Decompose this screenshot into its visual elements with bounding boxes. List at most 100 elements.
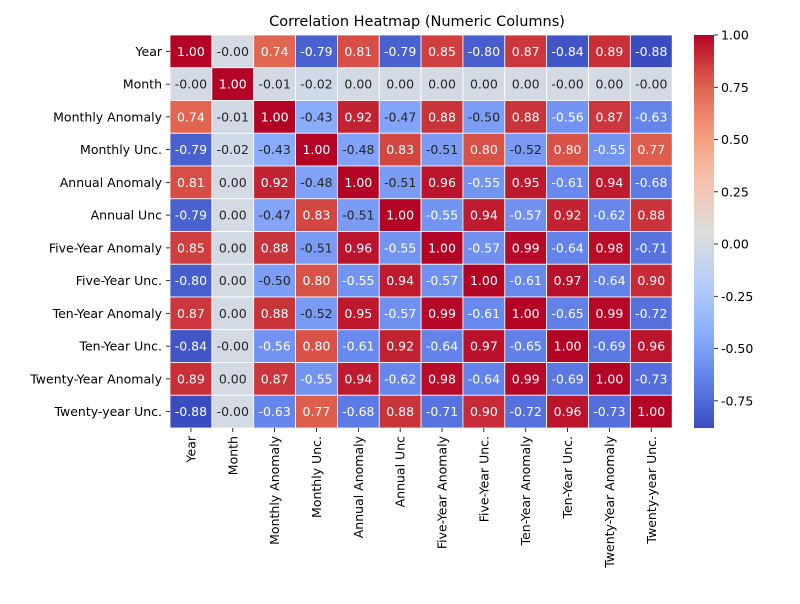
heatmap-cell [629, 362, 673, 396]
heatmap-cell [588, 329, 631, 363]
heatmap-cell [588, 394, 631, 429]
cell-value-label: -0.51 [384, 175, 416, 190]
cell-value-label: -0.80 [468, 44, 500, 59]
heatmap-cell [378, 34, 422, 69]
heatmap-cell [253, 165, 296, 200]
cell-value-label: -0.65 [510, 339, 542, 354]
cell-value-label: 1.00 [303, 142, 331, 157]
cell-value-label: 0.80 [554, 142, 582, 157]
cell-value-label: -0.51 [426, 142, 458, 157]
heatmap-cell [588, 362, 631, 396]
colorbar-tick-label: -0.25 [721, 289, 753, 304]
cell-value-label: 0.94 [470, 208, 498, 223]
heatmap-cell [253, 100, 296, 134]
cell-value-label: 1.00 [177, 44, 205, 59]
cell-value-label: -0.55 [593, 142, 625, 157]
cell-value-label: -0.55 [426, 208, 458, 223]
cell-value-label: 0.77 [303, 404, 331, 419]
cell-value-label: 0.96 [428, 175, 456, 190]
cell-value-label: -0.00 [217, 339, 249, 354]
heatmap-cell [295, 296, 338, 331]
cell-value-label: 0.85 [428, 44, 456, 59]
cell-value-label: -0.50 [468, 109, 500, 124]
column-tick-label: Year [183, 435, 198, 463]
cell-value-label: 0.88 [386, 404, 414, 419]
heatmap-cell [420, 132, 464, 167]
cell-value-label: 0.87 [177, 306, 205, 321]
cell-value-label: -0.55 [300, 371, 332, 386]
cell-value-label: -0.52 [510, 142, 542, 157]
cell-value-label: -0.72 [510, 404, 542, 419]
cell-value-label: 0.88 [261, 240, 289, 255]
cell-value-label: -0.50 [258, 273, 290, 288]
cell-value-label: 0.99 [512, 371, 540, 386]
cell-value-label: 0.98 [595, 240, 623, 255]
heatmap-cell [336, 165, 380, 200]
heatmap-cell [378, 132, 422, 167]
column-tick-label: Ten-Year Unc. [560, 436, 575, 520]
cell-value-label: -0.79 [175, 142, 207, 157]
heatmap-cell [629, 296, 673, 331]
cell-value-label: -0.43 [300, 109, 332, 124]
cell-value-label: 1.00 [261, 109, 289, 124]
heatmap-cell [462, 198, 506, 232]
cell-value-label: 0.77 [637, 142, 665, 157]
cell-value-label: -0.88 [635, 44, 667, 59]
cell-value-label: 0.89 [595, 44, 623, 59]
cell-value-label: -0.57 [426, 273, 458, 288]
heatmap-cell [253, 263, 296, 298]
heatmap-cell [211, 67, 255, 101]
heatmap-cell [420, 67, 464, 101]
cell-value-label: 0.80 [303, 339, 331, 354]
heatmap-cell-labels: 1.00 -0.00 0.74 -0.79 0.81 -0.79 0.85 -0.80 0.87… [175, 44, 668, 419]
cell-value-label: -0.00 [551, 77, 583, 92]
cell-value-label: -0.00 [217, 404, 249, 419]
heatmap-cell [211, 362, 255, 396]
heatmap-cell [336, 231, 380, 265]
colorbar-tick-label: 0.75 [721, 80, 749, 95]
heatmap-cell [378, 165, 422, 200]
row-tick-label: Month [123, 77, 162, 92]
column-tick-label: Monthly Unc. [309, 436, 324, 518]
heatmap-cell [462, 34, 506, 69]
cell-value-label: -0.79 [175, 208, 207, 223]
heatmap-cell [588, 165, 631, 200]
heatmap-cell [295, 100, 338, 134]
cell-value-label: 0.80 [470, 142, 498, 157]
cell-value-label: 1.00 [344, 175, 372, 190]
cell-value-label: 0.99 [595, 306, 623, 321]
row-tick-label: Ten-Year Unc. [78, 339, 162, 354]
cell-value-label: -0.63 [635, 109, 667, 124]
cell-value-label: 0.99 [428, 306, 456, 321]
cell-value-label: -0.64 [551, 240, 583, 255]
cell-value-label: -0.79 [300, 44, 332, 59]
row-tick-label: Monthly Anomaly [53, 109, 162, 124]
cell-value-label: 0.92 [386, 339, 414, 354]
column-tick-label: Twenty-year Unc. [644, 436, 659, 545]
heatmap-cell [378, 231, 422, 265]
heatmap-cell [336, 263, 380, 298]
heatmap-cell [588, 67, 631, 101]
cell-value-label: 0.00 [595, 77, 623, 92]
heatmap-cell [295, 132, 338, 167]
row-tick-labels: Year Month Monthly Anomaly Monthly Unc. Annu… [29, 44, 170, 419]
cell-value-label: 1.00 [637, 404, 665, 419]
heatmap-cell [169, 132, 213, 167]
heatmap-cell [420, 394, 464, 429]
colorbar-tick-label: -0.50 [721, 341, 753, 356]
heatmap-cell [169, 362, 213, 396]
chart-title: Correlation Heatmap (Numeric Columns) [269, 14, 565, 30]
colorbar-tick-label: 1.00 [721, 28, 749, 43]
heatmap-cell [629, 329, 673, 363]
cell-value-label: 0.81 [344, 44, 372, 59]
cell-value-label: 0.94 [386, 273, 414, 288]
heatmap-cell [295, 198, 338, 232]
heatmap-cell [546, 34, 589, 69]
heatmap-cell [253, 231, 296, 265]
heatmap-cell [504, 231, 548, 265]
cell-value-label: 0.00 [428, 77, 456, 92]
cell-value-label: -0.61 [342, 339, 374, 354]
heatmap-cell [546, 329, 589, 363]
heatmap-cell [336, 100, 380, 134]
heatmap-cell [629, 67, 673, 101]
